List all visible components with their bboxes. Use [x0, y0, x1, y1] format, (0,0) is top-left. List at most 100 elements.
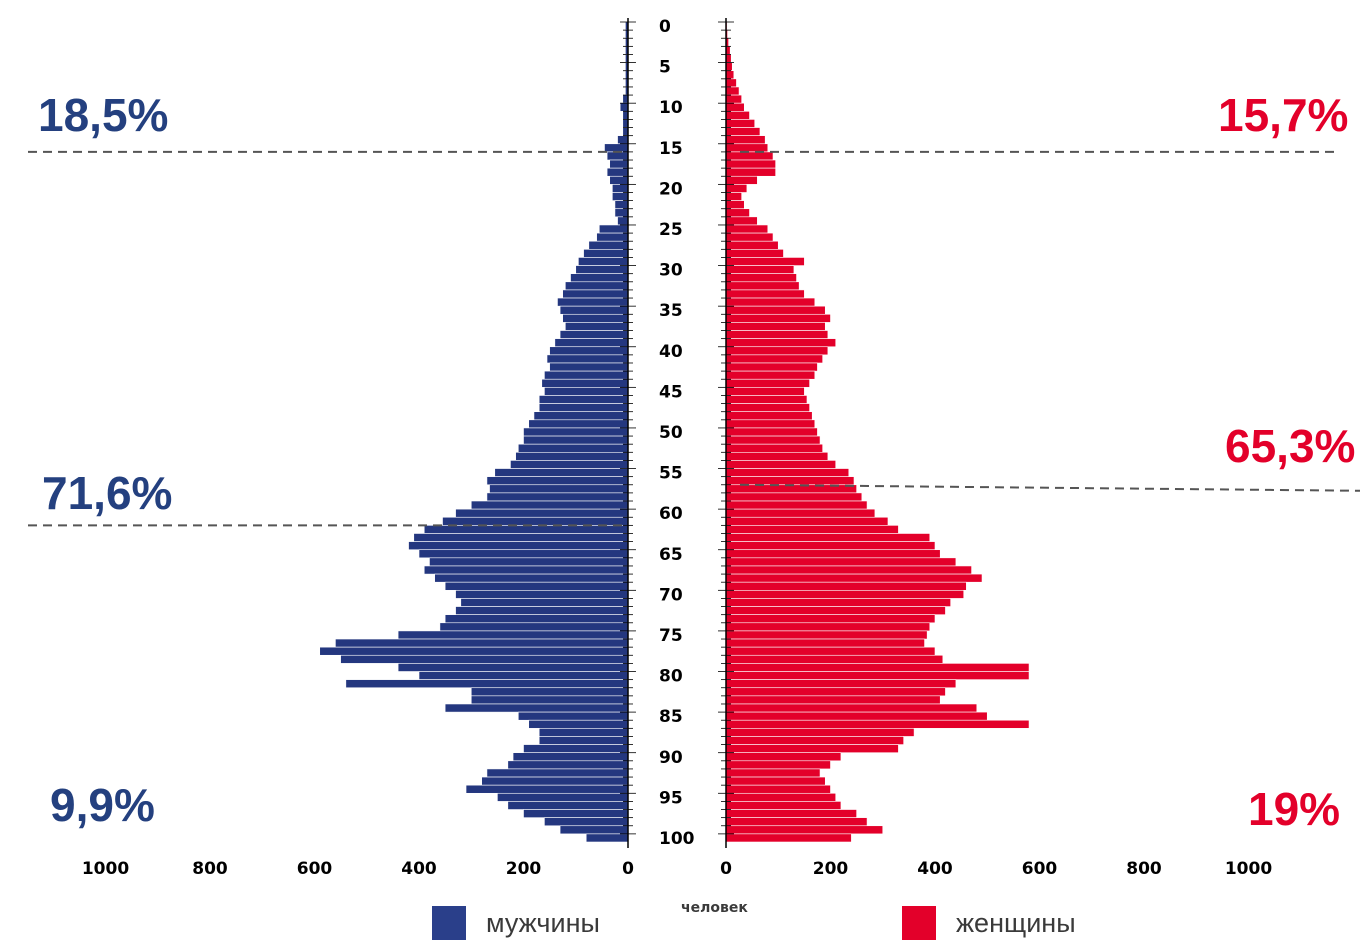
male-bar	[319, 646, 629, 656]
male-bar	[470, 687, 629, 697]
x-tick-label: 800	[1126, 859, 1162, 879]
female-bar	[725, 273, 797, 283]
female-bar	[725, 216, 758, 226]
female-bar	[725, 313, 831, 323]
male-bar	[609, 175, 629, 185]
age-tick-label: 75	[659, 626, 683, 646]
male-bar	[533, 411, 629, 421]
male-bar	[497, 792, 629, 802]
x-tick-label: 200	[506, 859, 542, 879]
age-tick-label: 10	[659, 98, 683, 118]
age-tick-label: 85	[659, 707, 683, 727]
male-bar	[606, 151, 629, 161]
female-bar	[725, 646, 936, 656]
female-bar	[725, 297, 816, 307]
x-tick-label: 600	[297, 859, 333, 879]
female-bar	[725, 338, 837, 348]
female-bar	[725, 492, 863, 502]
male-bar	[512, 752, 629, 762]
female-bar	[725, 516, 889, 526]
male-bar	[622, 119, 629, 128]
female-bar	[725, 711, 988, 721]
male-bar	[413, 533, 629, 542]
female-bar	[725, 305, 826, 315]
male-bar	[470, 695, 629, 705]
male-bar	[609, 159, 629, 169]
female-bar	[725, 500, 868, 510]
male-bar	[507, 760, 629, 770]
female-bar	[725, 362, 818, 372]
male-bar	[554, 338, 629, 348]
male-top-percentage: 18,5%	[38, 89, 169, 141]
age-tick-label: 30	[659, 261, 683, 281]
legend-male-label: мужчины	[486, 907, 600, 938]
male-bar	[562, 313, 629, 323]
x-tick-label: 1000	[82, 859, 129, 879]
male-bar	[538, 728, 629, 737]
male-bar	[614, 208, 629, 218]
female-divider-line	[739, 483, 1361, 492]
male-bar	[523, 435, 629, 445]
female-bar	[725, 184, 748, 193]
female-bar	[725, 346, 829, 356]
legend-male-swatch	[432, 906, 466, 940]
female-bar	[725, 817, 868, 827]
male-bar	[397, 663, 629, 672]
male-bar	[489, 484, 629, 494]
female-bar	[725, 330, 829, 339]
female-bar	[725, 606, 946, 615]
male-bar	[614, 200, 629, 210]
male-bar	[559, 330, 629, 339]
male-bar	[455, 606, 629, 615]
age-tick-label: 80	[659, 667, 683, 687]
male-bar	[444, 614, 629, 624]
age-tick-label: 15	[659, 139, 683, 159]
male-bar	[544, 817, 629, 827]
x-tick-label: 1000	[1225, 859, 1272, 879]
male-bar	[517, 711, 629, 721]
male-bar	[559, 305, 629, 315]
female-bar	[725, 249, 784, 258]
female-bar	[725, 541, 936, 551]
female-bar	[725, 395, 808, 404]
female-bar	[725, 175, 758, 185]
female-bar	[725, 671, 1030, 680]
male-bar	[528, 419, 629, 429]
female-bar	[725, 525, 899, 534]
male-bar	[538, 403, 629, 413]
male-bar	[442, 516, 629, 526]
female-bar	[725, 768, 821, 778]
male-bar	[444, 703, 629, 713]
male-bar	[622, 94, 629, 104]
female-bar	[725, 70, 735, 80]
female-bar	[725, 232, 774, 242]
x-tick-label: 400	[917, 859, 953, 879]
male-bar	[557, 297, 629, 307]
female-bar	[725, 687, 946, 697]
male-bar	[345, 679, 629, 689]
female-bar	[725, 378, 810, 388]
male-bar	[564, 281, 629, 291]
female-bars-group	[725, 21, 1030, 843]
male-bar	[559, 825, 629, 835]
x-ticks-group: 1000 800 600 400 200 0 0 200 400 600 800 1000	[82, 859, 1272, 879]
male-bar	[578, 257, 629, 266]
x-tick-label: 400	[401, 859, 437, 879]
male-bar	[423, 565, 629, 575]
age-tick-label: 40	[659, 342, 683, 362]
male-bar	[544, 370, 629, 380]
female-bar	[725, 200, 745, 210]
male-bar	[439, 622, 629, 632]
female-bar	[725, 736, 904, 745]
male-bar	[515, 451, 629, 461]
female-bar	[725, 549, 941, 559]
female-bar	[725, 451, 829, 461]
female-bar	[725, 370, 816, 380]
female-bar	[725, 387, 805, 396]
male-bar	[612, 192, 629, 201]
female-bar	[725, 476, 855, 486]
male-bar	[517, 443, 629, 453]
male-bar	[507, 801, 629, 810]
female-bar	[725, 403, 810, 413]
